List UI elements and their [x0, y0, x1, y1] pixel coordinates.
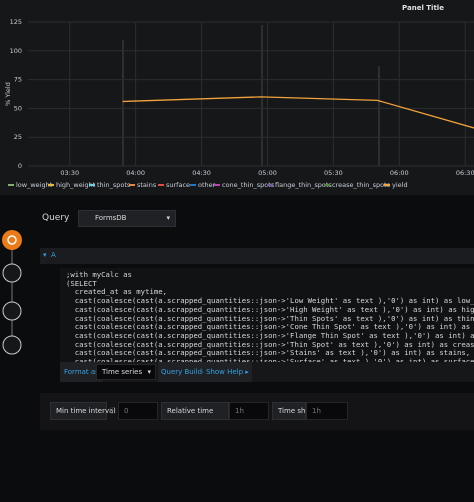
query-row-header[interactable]: ▾ A — [40, 248, 474, 264]
time-shift-label: Time shift — [272, 402, 312, 420]
legend-label: cone_thin_spots — [222, 181, 275, 189]
panel: Panel Title % Yield 0 25 50 75 100 125 03:30 04… — [0, 0, 474, 195]
datasource-name: FormsDB — [95, 214, 127, 222]
y-tick-label: 125 — [10, 18, 22, 26]
x-tick-label: 03:30 — [60, 169, 79, 177]
y-tick-label: 0 — [18, 162, 22, 170]
min-interval-label: Min time interval — [50, 402, 115, 420]
code-line: cast(coalesce(cast(a.scrapped_quantities… — [74, 339, 474, 349]
toolbar: Format as Time series ▾ Query Builder Sho… — [60, 362, 474, 382]
options-panel: Min time interval ⓘ 0 Relative time 1h T… — [40, 393, 474, 430]
y-tick-label: 100 — [10, 47, 22, 55]
code-line: cast(coalesce(cast(a.scrapped_quantities… — [74, 322, 471, 332]
legend-label: surface — [166, 181, 190, 189]
legend-label: stains — [137, 181, 157, 189]
query-tab-icon[interactable] — [2, 230, 22, 250]
y-tick-label: 75 — [14, 76, 22, 84]
legend-label: other — [198, 181, 216, 189]
relative-time-label: Relative time — [161, 402, 229, 420]
row-label: A — [51, 251, 56, 259]
query-builder-button[interactable]: Query Builder — [158, 362, 213, 382]
x-tick-label: 04:00 — [126, 169, 145, 177]
format-value: Time series — [102, 368, 143, 376]
code-line: cast(coalesce(cast(a.scrapped_quantities… — [66, 296, 474, 306]
legend-label: flange_thin_spots — [275, 181, 332, 189]
format-label: Format as — [60, 362, 103, 382]
y-tick-label: 25 — [14, 133, 22, 141]
datasource-select[interactable]: FormsDB ▾ — [78, 210, 176, 227]
legend-label: crease_thin_spots — [332, 181, 391, 189]
legend-label: low_weight — [16, 181, 53, 189]
icon-glyph — [7, 235, 17, 245]
sql-editor[interactable]: ;with myCalc as (SELECT created_at as myt… — [60, 268, 474, 362]
min-interval-input[interactable]: 0 — [118, 402, 158, 420]
x-tick-label: 05:30 — [324, 169, 343, 177]
code-line: cast(coalesce(cast(a.scrapped_quantities… — [74, 330, 474, 340]
x-tick-label: 06:00 — [390, 169, 409, 177]
relative-time-input[interactable]: 1h — [229, 402, 269, 420]
query-label: Query — [42, 213, 70, 223]
panel-title: Panel Title — [402, 4, 444, 12]
info-icon: ⓘ — [109, 407, 116, 415]
legend-label: thin_spots — [97, 181, 131, 189]
legend-label: yield — [392, 181, 408, 189]
caret: ▾ — [147, 368, 151, 376]
time-shift-input[interactable]: 1h — [306, 402, 348, 420]
collapse-icon: ▾ — [43, 251, 47, 259]
code-line: cast(coalesce(cast(a.scrapped_quantities… — [66, 348, 471, 358]
code-line: cast(coalesce(cast(a.scrapped_quantities… — [66, 304, 474, 314]
code-line: cast(coalesce(cast(a.scrapped_quantities… — [66, 313, 474, 323]
x-tick-label: 05:00 — [258, 169, 277, 177]
code-line: ;with myCalc as — [66, 270, 132, 279]
general-tab-icon[interactable] — [2, 301, 22, 321]
sidebar — [2, 230, 22, 355]
format-select[interactable]: Time series ▾ — [96, 364, 156, 380]
legend-label: high_weight — [56, 181, 96, 189]
visualization-tab-icon[interactable] — [2, 263, 22, 283]
code-line: (SELECT — [66, 278, 97, 288]
y-axis-label: % Yield — [4, 82, 12, 106]
alert-tab-icon[interactable] — [2, 335, 22, 355]
x-tick-label: 06:30 — [456, 169, 474, 177]
show-help-button[interactable]: Show Help ▸ — [203, 362, 252, 382]
y-tick-label: 50 — [14, 104, 22, 112]
x-tick-label: 04:30 — [192, 169, 211, 177]
series-line — [122, 96, 474, 129]
caret: ▾ — [166, 214, 170, 222]
code-line: cast(coalesce(cast(a.scrapped_quantities… — [66, 357, 474, 362]
code-line: created_at as mytime, — [66, 287, 168, 297]
